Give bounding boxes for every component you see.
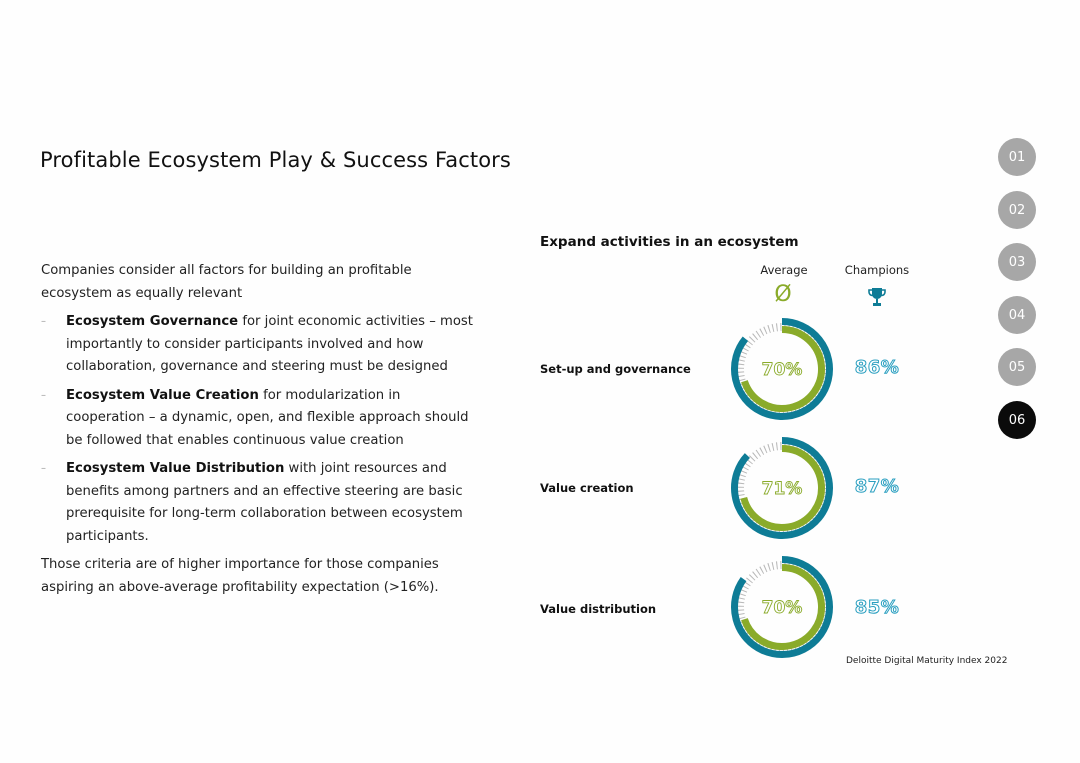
champions-arc [731, 556, 833, 658]
bullet-title: Ecosystem Value Creation [66, 387, 259, 403]
champions-arc [731, 318, 833, 420]
donut-hole [748, 573, 816, 641]
nav-item-01[interactable]: 01 [998, 138, 1036, 176]
bullet-governance: Ecosystem Governance for joint economic … [41, 311, 481, 379]
chart-title: Expand activities in an ecosystem [540, 234, 799, 250]
nav-item-03[interactable]: 03 [998, 243, 1036, 281]
row-label-value-creation: Value creation [540, 481, 634, 495]
donut-hole [748, 454, 816, 522]
bullet-title: Ecosystem Value Distribution [66, 461, 285, 476]
average-value-label: 70% [762, 598, 803, 618]
page-title: Profitable Ecosystem Play & Success Fact… [40, 148, 511, 172]
row-label-value-distribution: Value distribution [540, 602, 657, 616]
average-value-label: 71% [762, 479, 803, 499]
bullet-list: Ecosystem Governance for joint economic … [41, 311, 481, 548]
bullet-text: for modularization in cooperation – a dy… [66, 387, 469, 448]
legend-average-label: Average [760, 263, 808, 277]
nav-item-05[interactable]: 05 [998, 348, 1036, 386]
donut-hole [748, 335, 816, 403]
bullet-value-distribution: Ecosystem Value Distribution with joint … [41, 458, 481, 548]
intro-text: Companies consider all factors for build… [41, 263, 412, 301]
bullet-value-creation: Ecosystem Value Creation for modularizat… [41, 385, 481, 453]
champions-value-label: 87% [854, 476, 900, 498]
row-label-setup-governance: Set-up and governance [540, 362, 691, 376]
donut-chart-setup-governance: 70% [731, 318, 833, 420]
nav-item-04[interactable]: 04 [998, 296, 1036, 334]
average-arc [741, 326, 825, 412]
bullet-text: for joint economic activities – most imp… [66, 314, 473, 374]
champions-value-label: 85% [854, 597, 900, 619]
donut-chart-value-creation: 71% [731, 437, 833, 539]
donut-chart-value-distribution: 70% [731, 556, 833, 658]
bullet-text: with joint resources and benefits among … [66, 461, 463, 544]
nav-item-02[interactable]: 02 [998, 191, 1036, 229]
average-value-label: 70% [762, 360, 803, 380]
average-arc [741, 564, 825, 650]
body-text: Companies consider all factors for build… [41, 260, 481, 599]
champions-value-label: 86% [854, 357, 900, 379]
nav-item-06[interactable]: 06 [998, 401, 1036, 439]
legend-champions-label: Champions [844, 263, 910, 277]
bullet-title: Ecosystem Governance [66, 314, 239, 329]
closing-text: Those criteria are of higher importance … [41, 557, 439, 595]
trophy-icon [868, 288, 886, 306]
champions-arc [731, 437, 833, 539]
source-note: Deloitte Digital Maturity Index 2022 [846, 656, 1008, 666]
average-arc [740, 445, 825, 531]
diameter-symbol-icon: Ø [774, 282, 792, 307]
